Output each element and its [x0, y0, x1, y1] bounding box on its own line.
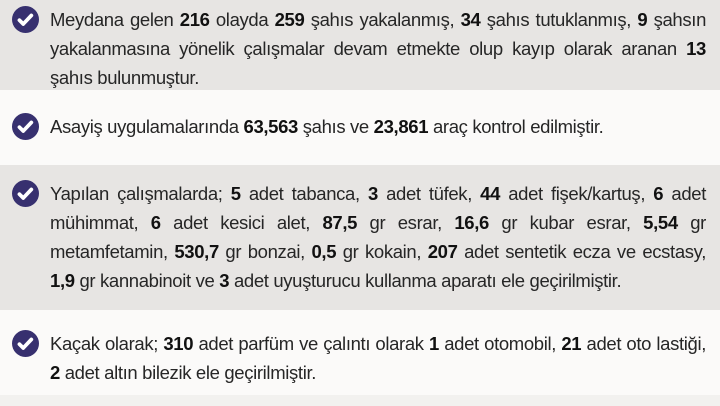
check-circle-icon [12, 113, 39, 140]
bullet-icon-column [12, 5, 50, 33]
bottom-edge-strip [0, 395, 720, 406]
bullet-row-checks: Asayiş uygulamalarında 63,563 şahıs ve 2… [0, 90, 720, 165]
bullet-icon-column [12, 329, 50, 357]
check-circle-icon [12, 330, 39, 357]
check-circle-icon [12, 180, 39, 207]
bullet-row-contraband: Kaçak olarak; 310 adet parfüm ve çalıntı… [0, 310, 720, 406]
bullet-text-checks: Asayiş uygulamalarında 63,563 şahıs ve 2… [50, 116, 604, 137]
bullet-text-incidents: Meydana gelen 216 olayda 259 şahıs yakal… [50, 9, 707, 88]
bullet-row-incidents: Meydana gelen 216 olayda 259 şahıs yakal… [0, 0, 720, 90]
bullet-icon-column [12, 179, 50, 207]
bullet-row-seizures: Yapılan çalışmalarda; 5 adet tabanca, 3 … [0, 165, 720, 310]
bullet-text-seizures: Yapılan çalışmalarda; 5 adet tabanca, 3 … [50, 183, 707, 291]
bullet-text-contraband: Kaçak olarak; 310 adet parfüm ve çalıntı… [50, 333, 707, 383]
bullet-icon-column [12, 112, 50, 140]
check-circle-icon [12, 6, 39, 33]
